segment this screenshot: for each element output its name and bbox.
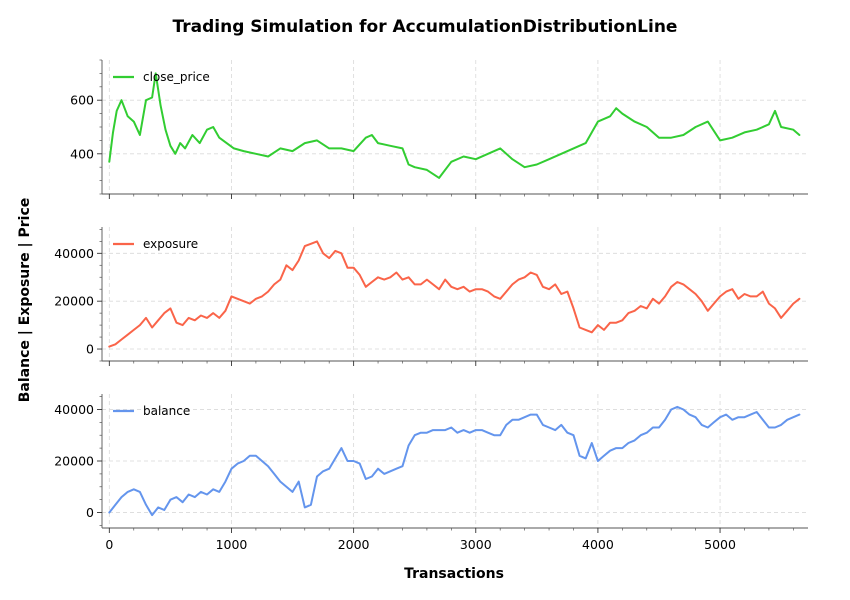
y-axis-label: Balance | Exposure | Price (17, 198, 33, 403)
y-tick-label: 600 (70, 93, 94, 108)
y-tick-label: 0 (86, 505, 94, 520)
x-axis-label: Transactions (404, 566, 504, 582)
series-line-exposure (108, 240, 801, 348)
chart-panels: 400600close_price02000040000exposure0200… (54, 59, 808, 552)
legend-close-price: close_price (113, 70, 210, 84)
x-tick-label: 0 (105, 537, 113, 552)
y-tick-label: 20000 (54, 294, 94, 309)
legend-exposure: exposure (113, 237, 198, 251)
series-line-balance (108, 405, 801, 517)
y-tick-label: 40000 (54, 402, 94, 417)
panel-close-price: 400 600 close_price (70, 59, 808, 199)
legend-label: close_price (143, 70, 210, 84)
y-tick-label: 400 (70, 146, 94, 161)
x-tick-label: 2000 (338, 537, 370, 552)
y-tick-label: 20000 (54, 454, 94, 469)
y-tick-label: 40000 (54, 246, 94, 261)
series-line-close-price (108, 72, 801, 179)
y-tick-label: 0 (86, 342, 94, 357)
x-tick-label: 5000 (704, 537, 736, 552)
x-tick-label: 3000 (460, 537, 492, 552)
x-tick-label: 1000 (216, 537, 248, 552)
legend-balance: balance (113, 404, 190, 418)
legend-label: balance (143, 404, 190, 418)
chart-title: Trading Simulation for AccumulationDistr… (173, 17, 678, 37)
panel-exposure: 0 20000 40000 exposure (54, 227, 808, 366)
x-tick-label: 4000 (582, 537, 614, 552)
legend-label: exposure (143, 237, 198, 251)
panel-balance: 0 20000 40000 0 1000 2000 3000 4000 5000 balance (54, 394, 808, 552)
